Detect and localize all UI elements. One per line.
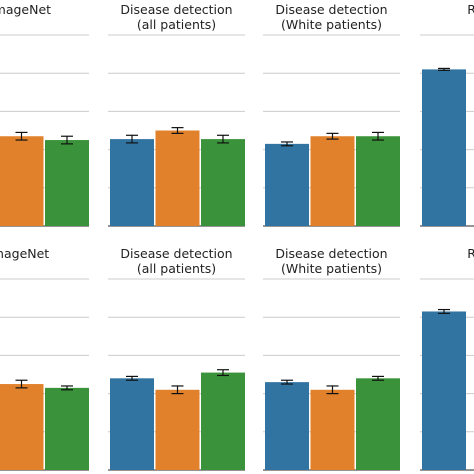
bar-2 xyxy=(155,130,200,226)
panel-1: ImageNet xyxy=(0,2,89,227)
bar-2 xyxy=(0,384,44,470)
bar-1 xyxy=(110,378,154,470)
error-bar xyxy=(326,132,339,140)
panel-title-line: Disease detection xyxy=(275,2,387,17)
error-bar xyxy=(217,369,229,377)
panel-3: Disease detection(White patients) xyxy=(263,2,400,227)
error-bar xyxy=(326,385,339,395)
bar-2 xyxy=(310,389,355,470)
bar-2 xyxy=(0,136,44,226)
error-bar xyxy=(438,308,450,314)
bar-3 xyxy=(45,140,89,226)
panel-title-line: Disease detection xyxy=(120,2,232,17)
panel-title-line: ImageNet xyxy=(0,2,51,17)
bar-1 xyxy=(422,311,466,470)
panel-7: Disease detection(White patients) xyxy=(263,246,400,471)
bar-3 xyxy=(356,136,400,226)
bar-3 xyxy=(45,387,89,470)
panel-6: Disease detection(all patients) xyxy=(108,246,245,471)
panel-2: Disease detection(all patients) xyxy=(108,2,245,227)
bar-3 xyxy=(201,139,245,226)
bar-1 xyxy=(265,382,309,470)
bar-3 xyxy=(356,378,400,470)
error-bar xyxy=(15,131,28,141)
error-bar xyxy=(372,375,384,381)
bar-2 xyxy=(155,389,200,470)
panel-5: mageNet xyxy=(0,246,89,471)
panel-title-line: (White patients) xyxy=(281,261,382,276)
error-bar xyxy=(281,141,293,147)
error-bar xyxy=(281,379,293,385)
error-bar xyxy=(438,67,450,71)
error-bar xyxy=(171,127,184,134)
panel-title-line: Disease detection xyxy=(275,246,387,261)
error-bar xyxy=(372,131,384,141)
error-bar xyxy=(217,134,229,144)
panel-title-line: mageNet xyxy=(0,246,49,261)
bar-1 xyxy=(265,143,309,226)
error-bar xyxy=(15,379,28,389)
panel-title-line: Disease detection xyxy=(120,246,232,261)
error-bar xyxy=(61,135,73,145)
error-bar xyxy=(171,385,184,395)
bar-2 xyxy=(310,136,355,226)
error-bar xyxy=(126,375,138,381)
bar-1 xyxy=(422,69,466,226)
panel-title-line: (all patients) xyxy=(137,261,216,276)
panel-title-line: (White patients) xyxy=(281,17,382,32)
panel-title-line: Race d xyxy=(467,2,474,17)
error-bar xyxy=(126,134,138,144)
bar-1 xyxy=(110,139,154,226)
panel-8: Race d(sin xyxy=(420,246,474,471)
panel-title-line: (all patients) xyxy=(137,17,216,32)
error-bar xyxy=(61,385,73,391)
bar-3 xyxy=(201,372,245,470)
panel-title-line: Race d xyxy=(467,246,474,261)
panel-4: Race d(sin xyxy=(420,2,474,227)
